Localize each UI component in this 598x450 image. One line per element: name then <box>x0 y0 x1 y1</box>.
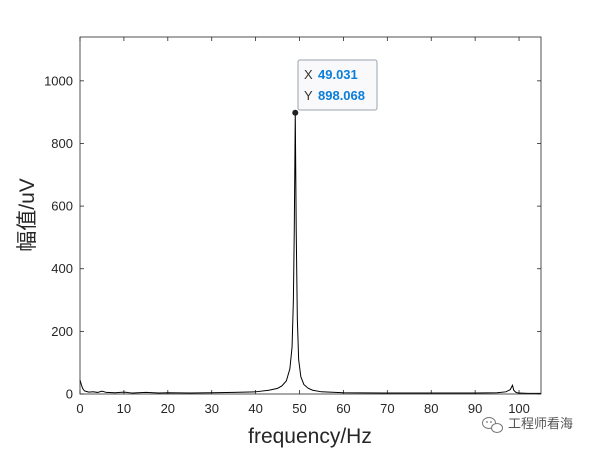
x-tick-label: 30 <box>204 401 218 416</box>
x-tick-label: 10 <box>117 401 131 416</box>
datatip-x-value: 49.031 <box>318 67 358 82</box>
x-tick-label: 100 <box>508 401 530 416</box>
x-tick-label: 80 <box>424 401 438 416</box>
y-tick-label: 200 <box>51 324 73 339</box>
x-tick-label: 90 <box>468 401 482 416</box>
x-axis-label: frequency/Hz <box>248 425 372 448</box>
spectrum-line <box>79 112 541 394</box>
x-tick-label: 60 <box>336 401 350 416</box>
x-tick-label: 20 <box>161 401 175 416</box>
watermark-text: 工程师看海 <box>508 416 573 432</box>
y-axis-label: 幅值/uV <box>16 178 39 252</box>
y-tick-label: 800 <box>51 136 73 151</box>
y-tick-label: 600 <box>51 199 73 214</box>
datatip-y-value: 898.068 <box>318 88 365 103</box>
x-tick-label: 0 <box>76 401 83 416</box>
x-tick-label: 50 <box>292 401 306 416</box>
wechat-icon <box>482 417 503 433</box>
datatip-marker[interactable] <box>292 109 299 116</box>
y-tick-label: 1000 <box>44 73 73 88</box>
datatip-x-key: X <box>304 67 313 82</box>
x-tick-label: 40 <box>248 401 262 416</box>
datatip-y-key: Y <box>304 88 313 103</box>
axes-frame <box>79 36 542 395</box>
y-tick-label: 0 <box>66 387 73 402</box>
datatip[interactable]: X 49.031 Y 898.068 <box>297 59 378 111</box>
y-tick-label: 400 <box>51 261 73 276</box>
watermark: 工程师看海 <box>482 416 573 433</box>
x-tick-label: 70 <box>380 401 394 416</box>
datatip-box <box>297 59 378 111</box>
